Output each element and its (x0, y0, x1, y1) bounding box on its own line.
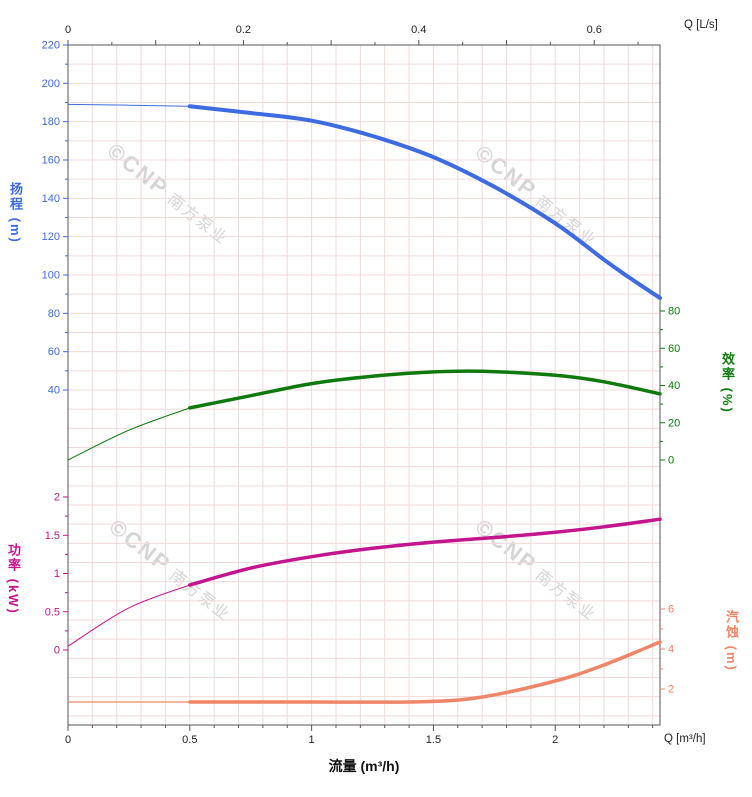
head-axis-title: 扬程 (m) (8, 182, 23, 244)
svg-text:100: 100 (42, 270, 60, 282)
svg-text:40: 40 (48, 385, 60, 397)
svg-text:180: 180 (42, 116, 60, 128)
svg-text:60: 60 (668, 343, 680, 355)
svg-text:0: 0 (54, 645, 60, 657)
svg-text:1.5: 1.5 (426, 734, 441, 746)
svg-text:20: 20 (668, 417, 680, 429)
svg-text:0.4: 0.4 (411, 24, 426, 36)
svg-text:6: 6 (668, 604, 674, 616)
svg-text:0.6: 0.6 (587, 24, 602, 36)
svg-text:220: 220 (42, 40, 60, 52)
svg-text:160: 160 (42, 155, 60, 167)
svg-text:2: 2 (668, 684, 674, 696)
efficiency-axis-title: 效率 (%) (720, 352, 735, 414)
svg-text:0: 0 (65, 734, 71, 746)
svg-text:80: 80 (668, 306, 680, 318)
svg-text:0: 0 (668, 455, 674, 467)
svg-text:120: 120 (42, 231, 60, 243)
npsh-axis-title: 汽蚀 (m) (724, 610, 739, 672)
svg-text:0.5: 0.5 (182, 734, 197, 746)
svg-text:0.5: 0.5 (45, 606, 60, 618)
x-axis-label: 流量 (m³/h) (328, 758, 400, 774)
svg-text:2: 2 (552, 734, 558, 746)
svg-text:140: 140 (42, 193, 60, 205)
svg-text:0: 0 (65, 24, 71, 36)
svg-text:1.5: 1.5 (45, 530, 60, 542)
svg-text:0.2: 0.2 (236, 24, 251, 36)
top-axis-title: Q [L/s] (684, 19, 718, 31)
power-axis-title: 功率 (kW) (6, 543, 21, 615)
svg-text:4: 4 (668, 644, 674, 656)
svg-text:60: 60 (48, 346, 60, 358)
svg-text:1: 1 (54, 568, 60, 580)
svg-text:200: 200 (42, 78, 60, 90)
svg-text:2: 2 (54, 492, 60, 504)
svg-text:80: 80 (48, 308, 60, 320)
svg-text:40: 40 (668, 380, 680, 392)
svg-text:1: 1 (309, 734, 315, 746)
bottom-axis-title: Q [m³/h] (664, 733, 706, 745)
